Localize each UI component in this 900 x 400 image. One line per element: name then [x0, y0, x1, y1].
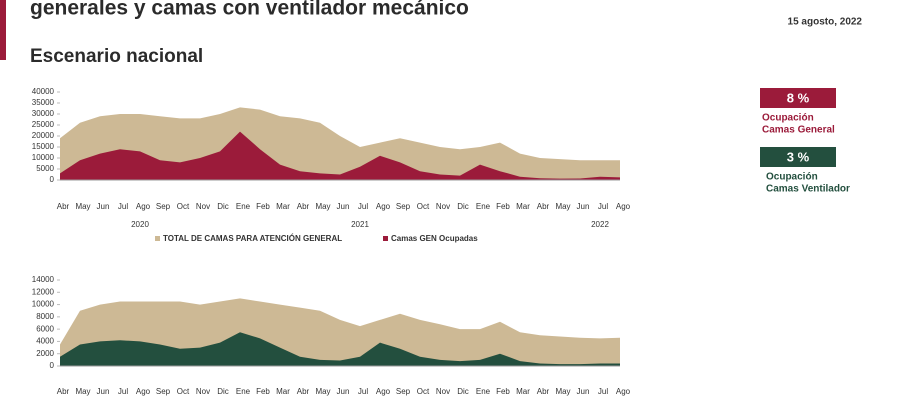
- area: [60, 131, 620, 180]
- x-tick-label: Jul: [598, 202, 608, 211]
- x-tick-label: Ago: [136, 387, 151, 396]
- x-tick-label: Dic: [457, 387, 469, 396]
- year-label: 2022: [591, 220, 609, 229]
- x-tick-label: Abr: [297, 202, 310, 211]
- badge: [760, 88, 836, 108]
- x-tick-label: May: [555, 202, 570, 211]
- x-tick-label: Ago: [376, 387, 391, 396]
- x-tick-label: Jul: [118, 387, 128, 396]
- accent-bar: [0, 0, 6, 60]
- x-tick-label: Feb: [256, 387, 270, 396]
- x-tick-label: Dic: [217, 202, 229, 211]
- badge-label: Ocupación: [766, 172, 818, 183]
- x-tick-label: Oct: [417, 202, 430, 211]
- x-tick-label: Jun: [337, 202, 350, 211]
- x-tick-label: Sep: [396, 202, 411, 211]
- x-tick-label: Sep: [396, 387, 411, 396]
- badge-label: Camas Ventilador: [766, 184, 850, 195]
- badge-label: Camas General: [762, 125, 835, 136]
- x-tick-label: Sep: [156, 202, 171, 211]
- x-tick-label: Ene: [236, 202, 251, 211]
- x-tick-label: Ago: [616, 202, 631, 211]
- badge-value: 3 %: [787, 149, 810, 164]
- x-tick-label: Ene: [476, 202, 491, 211]
- y-tick-label: 35000: [32, 98, 55, 107]
- y-tick-label: 12000: [32, 287, 55, 296]
- x-tick-label: Abr: [57, 202, 70, 211]
- y-tick-label: 0: [50, 361, 55, 370]
- x-tick-label: Jul: [118, 202, 128, 211]
- y-tick-label: 25000: [32, 120, 55, 129]
- x-tick-label: May: [555, 387, 570, 396]
- x-tick-label: Jun: [577, 202, 590, 211]
- x-tick-label: Jun: [337, 387, 350, 396]
- x-tick-label: Abr: [57, 387, 70, 396]
- y-tick-label: 20000: [32, 131, 55, 140]
- year-label: 2020: [131, 220, 149, 229]
- x-tick-label: Jun: [97, 202, 110, 211]
- legend-label: Camas GEN Ocupadas: [391, 234, 478, 243]
- y-tick-label: 8000: [36, 312, 54, 321]
- x-tick-label: Oct: [177, 202, 190, 211]
- y-tick-label: 30000: [32, 109, 55, 118]
- x-tick-label: Dic: [457, 202, 469, 211]
- x-tick-label: Feb: [496, 202, 510, 211]
- y-tick-label: 4000: [36, 337, 54, 346]
- year-label: 2021: [351, 220, 369, 229]
- x-tick-label: Ene: [236, 387, 251, 396]
- badge: [760, 147, 836, 167]
- x-tick-label: May: [75, 202, 90, 211]
- x-tick-label: Nov: [436, 202, 450, 211]
- x-tick-label: Nov: [196, 387, 210, 396]
- y-tick-label: 40000: [32, 87, 55, 96]
- y-tick-label: 0: [50, 175, 55, 184]
- x-tick-label: May: [315, 387, 330, 396]
- y-tick-label: 5000: [36, 164, 54, 173]
- x-tick-label: Mar: [276, 387, 290, 396]
- x-tick-label: Mar: [276, 202, 290, 211]
- x-tick-label: Oct: [177, 387, 190, 396]
- x-tick-label: Oct: [417, 387, 430, 396]
- date: 15 agosto, 2022: [788, 17, 863, 28]
- y-tick-label: 14000: [32, 275, 55, 284]
- x-tick-label: Dic: [217, 387, 229, 396]
- legend-swatch: [155, 236, 160, 241]
- x-tick-label: Jul: [358, 202, 368, 211]
- x-tick-label: Abr: [297, 387, 310, 396]
- x-tick-label: Abr: [537, 202, 550, 211]
- x-tick-label: May: [75, 387, 90, 396]
- legend-label: TOTAL DE CAMAS PARA ATENCIÓN GENERAL: [163, 234, 342, 243]
- x-tick-label: Jul: [358, 387, 368, 396]
- x-tick-label: Ago: [376, 202, 391, 211]
- x-tick-label: Ago: [616, 387, 631, 396]
- area: [60, 332, 620, 366]
- x-tick-label: Mar: [516, 202, 530, 211]
- x-tick-label: Abr: [537, 387, 550, 396]
- y-tick-label: 15000: [32, 142, 55, 151]
- x-tick-label: Jun: [577, 387, 590, 396]
- x-tick-label: Nov: [436, 387, 450, 396]
- x-tick-label: Feb: [256, 202, 270, 211]
- y-tick-label: 2000: [36, 349, 54, 358]
- x-tick-label: Ago: [136, 202, 151, 211]
- x-tick-label: Mar: [516, 387, 530, 396]
- x-tick-label: Jul: [598, 387, 608, 396]
- x-tick-label: Jun: [97, 387, 110, 396]
- x-tick-label: Sep: [156, 387, 171, 396]
- x-tick-label: Ene: [476, 387, 491, 396]
- badge-label: Ocupación: [762, 113, 814, 124]
- x-tick-label: May: [315, 202, 330, 211]
- x-tick-label: Feb: [496, 387, 510, 396]
- y-tick-label: 10000: [32, 300, 55, 309]
- slide-title: generales y camas con ventilador mecánic…: [30, 0, 469, 20]
- x-tick-label: Nov: [196, 202, 210, 211]
- y-tick-label: 6000: [36, 324, 54, 333]
- slide-subtitle: Escenario nacional: [30, 46, 203, 67]
- badge-value: 8 %: [787, 90, 810, 105]
- legend-swatch: [383, 236, 388, 241]
- y-tick-label: 10000: [32, 153, 55, 162]
